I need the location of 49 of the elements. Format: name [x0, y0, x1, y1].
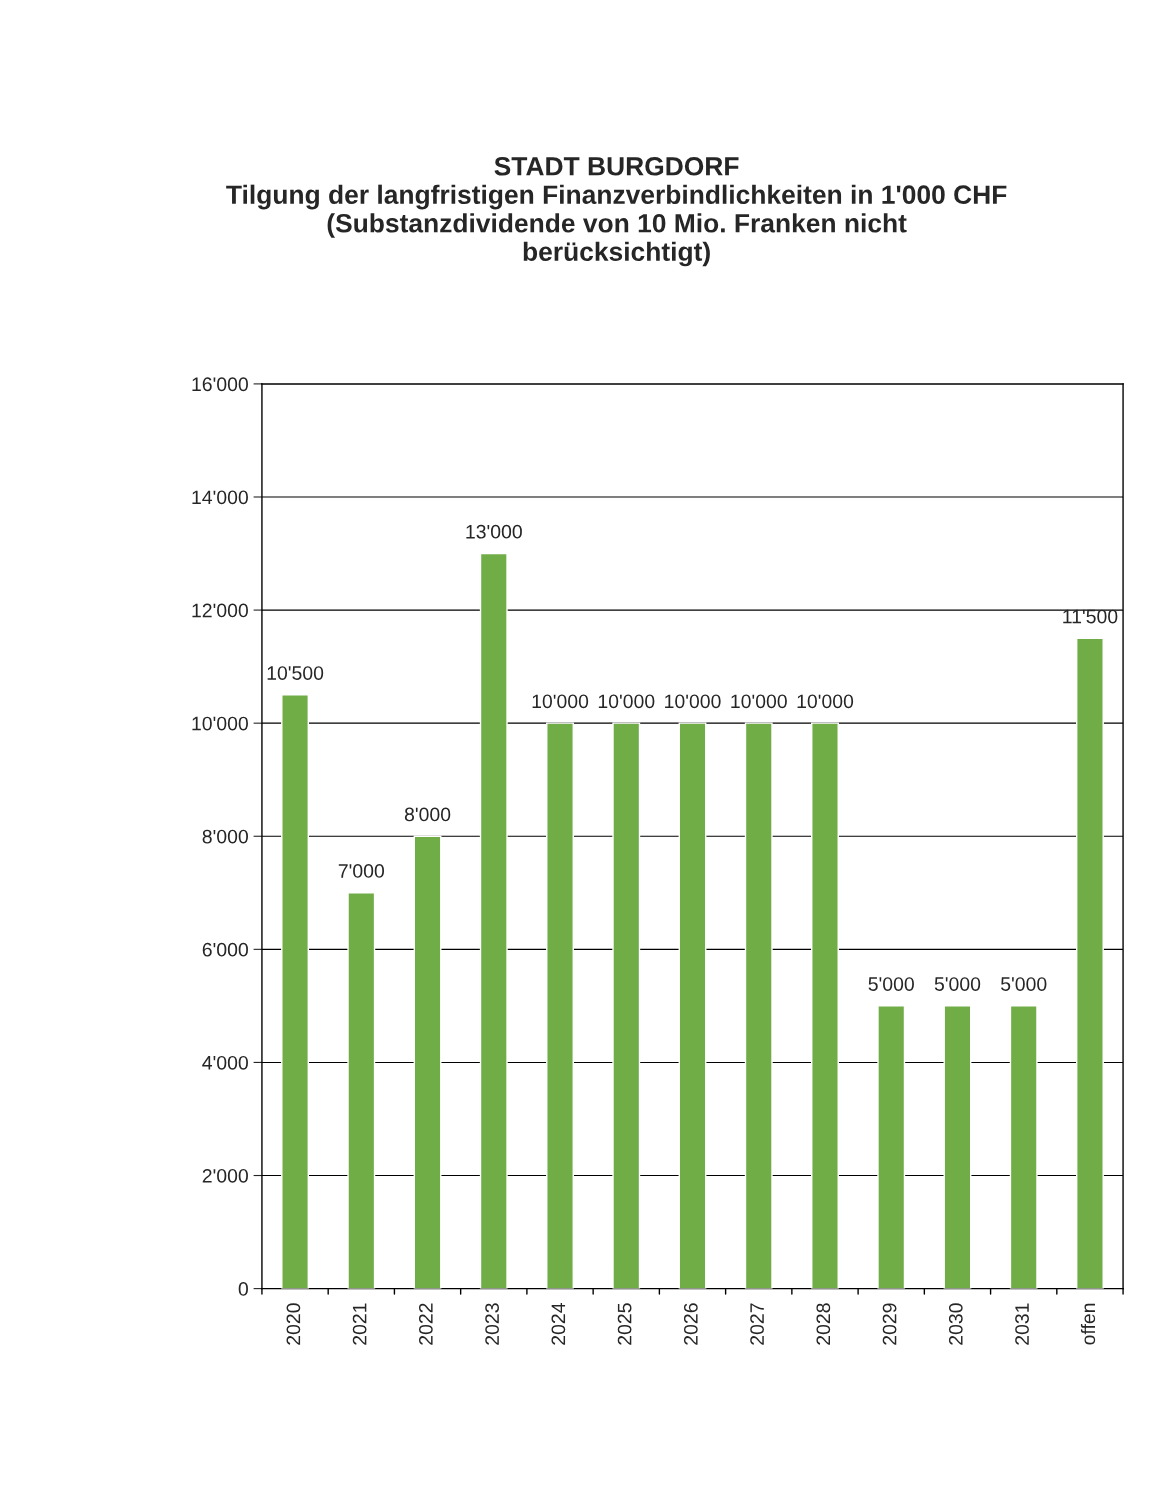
bar [811, 722, 839, 1289]
data-label: 13'000 [466, 524, 522, 539]
data-label: 5'000 [868, 977, 914, 991]
data-label: 10'000 [797, 694, 854, 709]
x-tick-label: 2029 [882, 1303, 897, 1345]
y-tick-label: 0 [238, 1282, 248, 1296]
bar [1076, 637, 1104, 1289]
data-label: 10'000 [532, 694, 589, 709]
x-tick-label: 2022 [418, 1303, 433, 1345]
data-label: 10'000 [665, 694, 721, 709]
bar [413, 835, 442, 1289]
data-label: 5'000 [1001, 977, 1047, 991]
y-tick-label: 2'000 [202, 1168, 248, 1183]
x-tick-label: 2031 [1015, 1303, 1029, 1345]
y-tick-label: 6'000 [202, 942, 248, 957]
data-label: 5'000 [934, 977, 981, 991]
y-tick-label: 14'000 [192, 490, 248, 505]
x-tick-label: 2027 [750, 1303, 764, 1345]
bar [678, 722, 707, 1289]
y-tick-label: 8'000 [202, 829, 248, 844]
bar [1009, 1005, 1038, 1289]
bar [943, 1005, 972, 1289]
x-tick-label: 2028 [816, 1303, 831, 1345]
chart-title: STADT BURGDORF Tilgung der langfristigen Finanzverbindlichkeiten in 1'000 CHF (Substanzdividende von 10 Mio. Franken nicht berücksichtigt) [226, 156, 1007, 267]
x-tick-label: offen [1080, 1303, 1096, 1345]
x-tick-label: 2025 [617, 1303, 632, 1345]
bar [347, 892, 376, 1289]
y-tick-label: 12'000 [192, 603, 248, 618]
x-tick-label: 2020 [286, 1303, 301, 1345]
bar [479, 552, 508, 1289]
y-tick-label: 16'000 [192, 377, 248, 392]
y-tick-label: 10'000 [192, 716, 248, 731]
data-label: 8'000 [404, 807, 451, 822]
x-tick-label: 2024 [551, 1303, 566, 1345]
x-tick-label: 2021 [352, 1303, 367, 1345]
bar [877, 1005, 906, 1289]
bar [281, 694, 309, 1289]
x-tick-label: 2030 [948, 1303, 963, 1345]
data-label: 11'500 [1063, 609, 1118, 624]
data-label: 10'500 [267, 666, 324, 680]
x-tick-label: 2023 [485, 1303, 499, 1345]
data-label: 7'000 [338, 864, 385, 878]
y-tick-label: 4'000 [202, 1055, 248, 1070]
x-tick-label: 2026 [683, 1303, 698, 1345]
data-label: 10'000 [598, 694, 655, 709]
data-label: 10'000 [731, 694, 787, 709]
bar [744, 722, 773, 1289]
bar [612, 722, 641, 1289]
bar [546, 722, 574, 1289]
